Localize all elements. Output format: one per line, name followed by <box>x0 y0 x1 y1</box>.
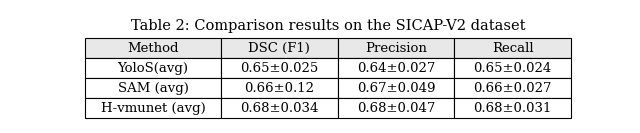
Text: Table 2: Comparison results on the SICAP-V2 dataset: Table 2: Comparison results on the SICAP… <box>131 19 525 33</box>
Text: 0.65±0.025: 0.65±0.025 <box>240 62 319 75</box>
Text: 0.68±0.034: 0.68±0.034 <box>240 102 319 115</box>
Text: YoloS(avg): YoloS(avg) <box>118 62 189 75</box>
Text: SAM (avg): SAM (avg) <box>118 82 188 95</box>
Text: Precision: Precision <box>365 42 427 55</box>
Text: H-vmunet (avg): H-vmunet (avg) <box>100 102 205 115</box>
FancyBboxPatch shape <box>221 78 338 98</box>
FancyBboxPatch shape <box>221 98 338 118</box>
Text: Recall: Recall <box>492 42 534 55</box>
FancyBboxPatch shape <box>454 38 571 59</box>
FancyBboxPatch shape <box>454 59 571 78</box>
Text: 0.66±0.027: 0.66±0.027 <box>474 82 552 95</box>
FancyBboxPatch shape <box>221 38 338 59</box>
FancyBboxPatch shape <box>85 59 221 78</box>
FancyBboxPatch shape <box>338 59 454 78</box>
FancyBboxPatch shape <box>85 38 221 59</box>
Text: 0.66±0.12: 0.66±0.12 <box>244 82 314 95</box>
FancyBboxPatch shape <box>338 78 454 98</box>
FancyBboxPatch shape <box>85 78 221 98</box>
FancyBboxPatch shape <box>338 98 454 118</box>
FancyBboxPatch shape <box>221 59 338 78</box>
Text: 0.65±0.024: 0.65±0.024 <box>474 62 552 75</box>
Text: DSC (F1): DSC (F1) <box>248 42 310 55</box>
Text: 0.68±0.047: 0.68±0.047 <box>357 102 435 115</box>
FancyBboxPatch shape <box>85 98 221 118</box>
Text: 0.64±0.027: 0.64±0.027 <box>357 62 435 75</box>
FancyBboxPatch shape <box>338 38 454 59</box>
Text: Method: Method <box>127 42 179 55</box>
Text: 0.68±0.031: 0.68±0.031 <box>474 102 552 115</box>
FancyBboxPatch shape <box>454 78 571 98</box>
FancyBboxPatch shape <box>454 98 571 118</box>
Text: 0.67±0.049: 0.67±0.049 <box>357 82 435 95</box>
